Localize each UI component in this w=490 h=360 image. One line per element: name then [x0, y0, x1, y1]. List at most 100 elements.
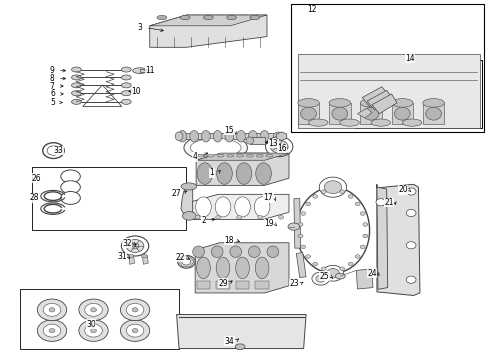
Ellipse shape — [132, 308, 138, 312]
Ellipse shape — [312, 272, 330, 285]
Polygon shape — [184, 134, 247, 161]
Text: 18: 18 — [224, 236, 234, 245]
Ellipse shape — [61, 181, 80, 194]
Text: 19: 19 — [264, 219, 274, 228]
Ellipse shape — [215, 197, 231, 217]
Ellipse shape — [298, 234, 303, 238]
Polygon shape — [143, 255, 148, 264]
Ellipse shape — [426, 107, 441, 120]
Ellipse shape — [122, 75, 131, 80]
Ellipse shape — [72, 91, 81, 96]
Ellipse shape — [216, 257, 230, 279]
Text: 2: 2 — [201, 216, 206, 225]
Ellipse shape — [254, 197, 270, 217]
Ellipse shape — [133, 68, 147, 73]
Ellipse shape — [43, 143, 64, 158]
Text: 3: 3 — [138, 23, 143, 32]
Ellipse shape — [301, 107, 317, 120]
Ellipse shape — [306, 255, 311, 258]
Bar — [140, 69, 152, 72]
Bar — [176, 133, 282, 139]
Ellipse shape — [85, 303, 102, 316]
Ellipse shape — [406, 188, 416, 195]
Ellipse shape — [340, 267, 344, 270]
Ellipse shape — [236, 163, 252, 184]
Polygon shape — [276, 132, 287, 140]
Ellipse shape — [181, 183, 196, 190]
Ellipse shape — [313, 195, 318, 198]
Polygon shape — [190, 138, 241, 157]
Ellipse shape — [216, 216, 220, 219]
Ellipse shape — [122, 83, 131, 88]
Ellipse shape — [122, 236, 149, 256]
Polygon shape — [196, 153, 289, 160]
Ellipse shape — [335, 273, 345, 279]
Polygon shape — [372, 94, 397, 114]
Text: 21: 21 — [384, 198, 394, 207]
Ellipse shape — [250, 15, 260, 20]
Ellipse shape — [132, 328, 138, 333]
Text: 5: 5 — [50, 98, 55, 107]
Ellipse shape — [275, 144, 283, 149]
Polygon shape — [195, 243, 289, 293]
Ellipse shape — [273, 132, 283, 140]
Ellipse shape — [394, 107, 410, 120]
Ellipse shape — [306, 202, 311, 206]
Bar — [250, 137, 265, 144]
Ellipse shape — [246, 137, 254, 144]
Ellipse shape — [321, 190, 326, 193]
Ellipse shape — [363, 234, 368, 238]
Ellipse shape — [360, 245, 365, 249]
Ellipse shape — [72, 75, 81, 80]
Bar — [329, 103, 350, 125]
Text: 6: 6 — [50, 89, 55, 98]
Bar — [236, 282, 249, 289]
Ellipse shape — [79, 299, 108, 320]
Ellipse shape — [49, 308, 55, 312]
Ellipse shape — [329, 99, 350, 107]
Ellipse shape — [348, 262, 353, 266]
Ellipse shape — [309, 119, 328, 126]
Ellipse shape — [193, 246, 204, 257]
Ellipse shape — [235, 197, 250, 217]
Polygon shape — [367, 90, 393, 110]
Ellipse shape — [301, 245, 306, 249]
Ellipse shape — [126, 239, 144, 252]
Polygon shape — [176, 315, 306, 348]
Ellipse shape — [255, 257, 269, 279]
Ellipse shape — [126, 324, 144, 337]
Polygon shape — [150, 15, 267, 47]
Ellipse shape — [248, 246, 260, 257]
Ellipse shape — [157, 15, 167, 20]
Ellipse shape — [256, 163, 271, 184]
Ellipse shape — [298, 223, 303, 226]
Ellipse shape — [348, 195, 353, 198]
Ellipse shape — [197, 163, 213, 184]
Ellipse shape — [142, 254, 147, 258]
Text: 10: 10 — [131, 86, 141, 95]
Ellipse shape — [79, 320, 108, 341]
Ellipse shape — [327, 269, 339, 278]
Text: 27: 27 — [172, 189, 181, 198]
Ellipse shape — [279, 216, 284, 219]
Text: 20: 20 — [398, 185, 408, 194]
Bar — [255, 282, 269, 289]
Ellipse shape — [122, 91, 131, 96]
Ellipse shape — [201, 131, 210, 142]
Text: 28: 28 — [29, 193, 39, 202]
Ellipse shape — [322, 265, 343, 281]
Ellipse shape — [65, 173, 76, 180]
Text: 15: 15 — [224, 126, 234, 135]
Ellipse shape — [363, 107, 379, 120]
Ellipse shape — [178, 131, 187, 142]
Ellipse shape — [203, 15, 213, 20]
Ellipse shape — [324, 181, 342, 194]
Ellipse shape — [217, 163, 232, 184]
Ellipse shape — [122, 67, 131, 72]
Ellipse shape — [128, 254, 134, 258]
Ellipse shape — [225, 131, 234, 142]
Ellipse shape — [190, 131, 198, 142]
Text: 7: 7 — [49, 82, 54, 91]
Ellipse shape — [360, 212, 365, 215]
Ellipse shape — [266, 154, 273, 157]
